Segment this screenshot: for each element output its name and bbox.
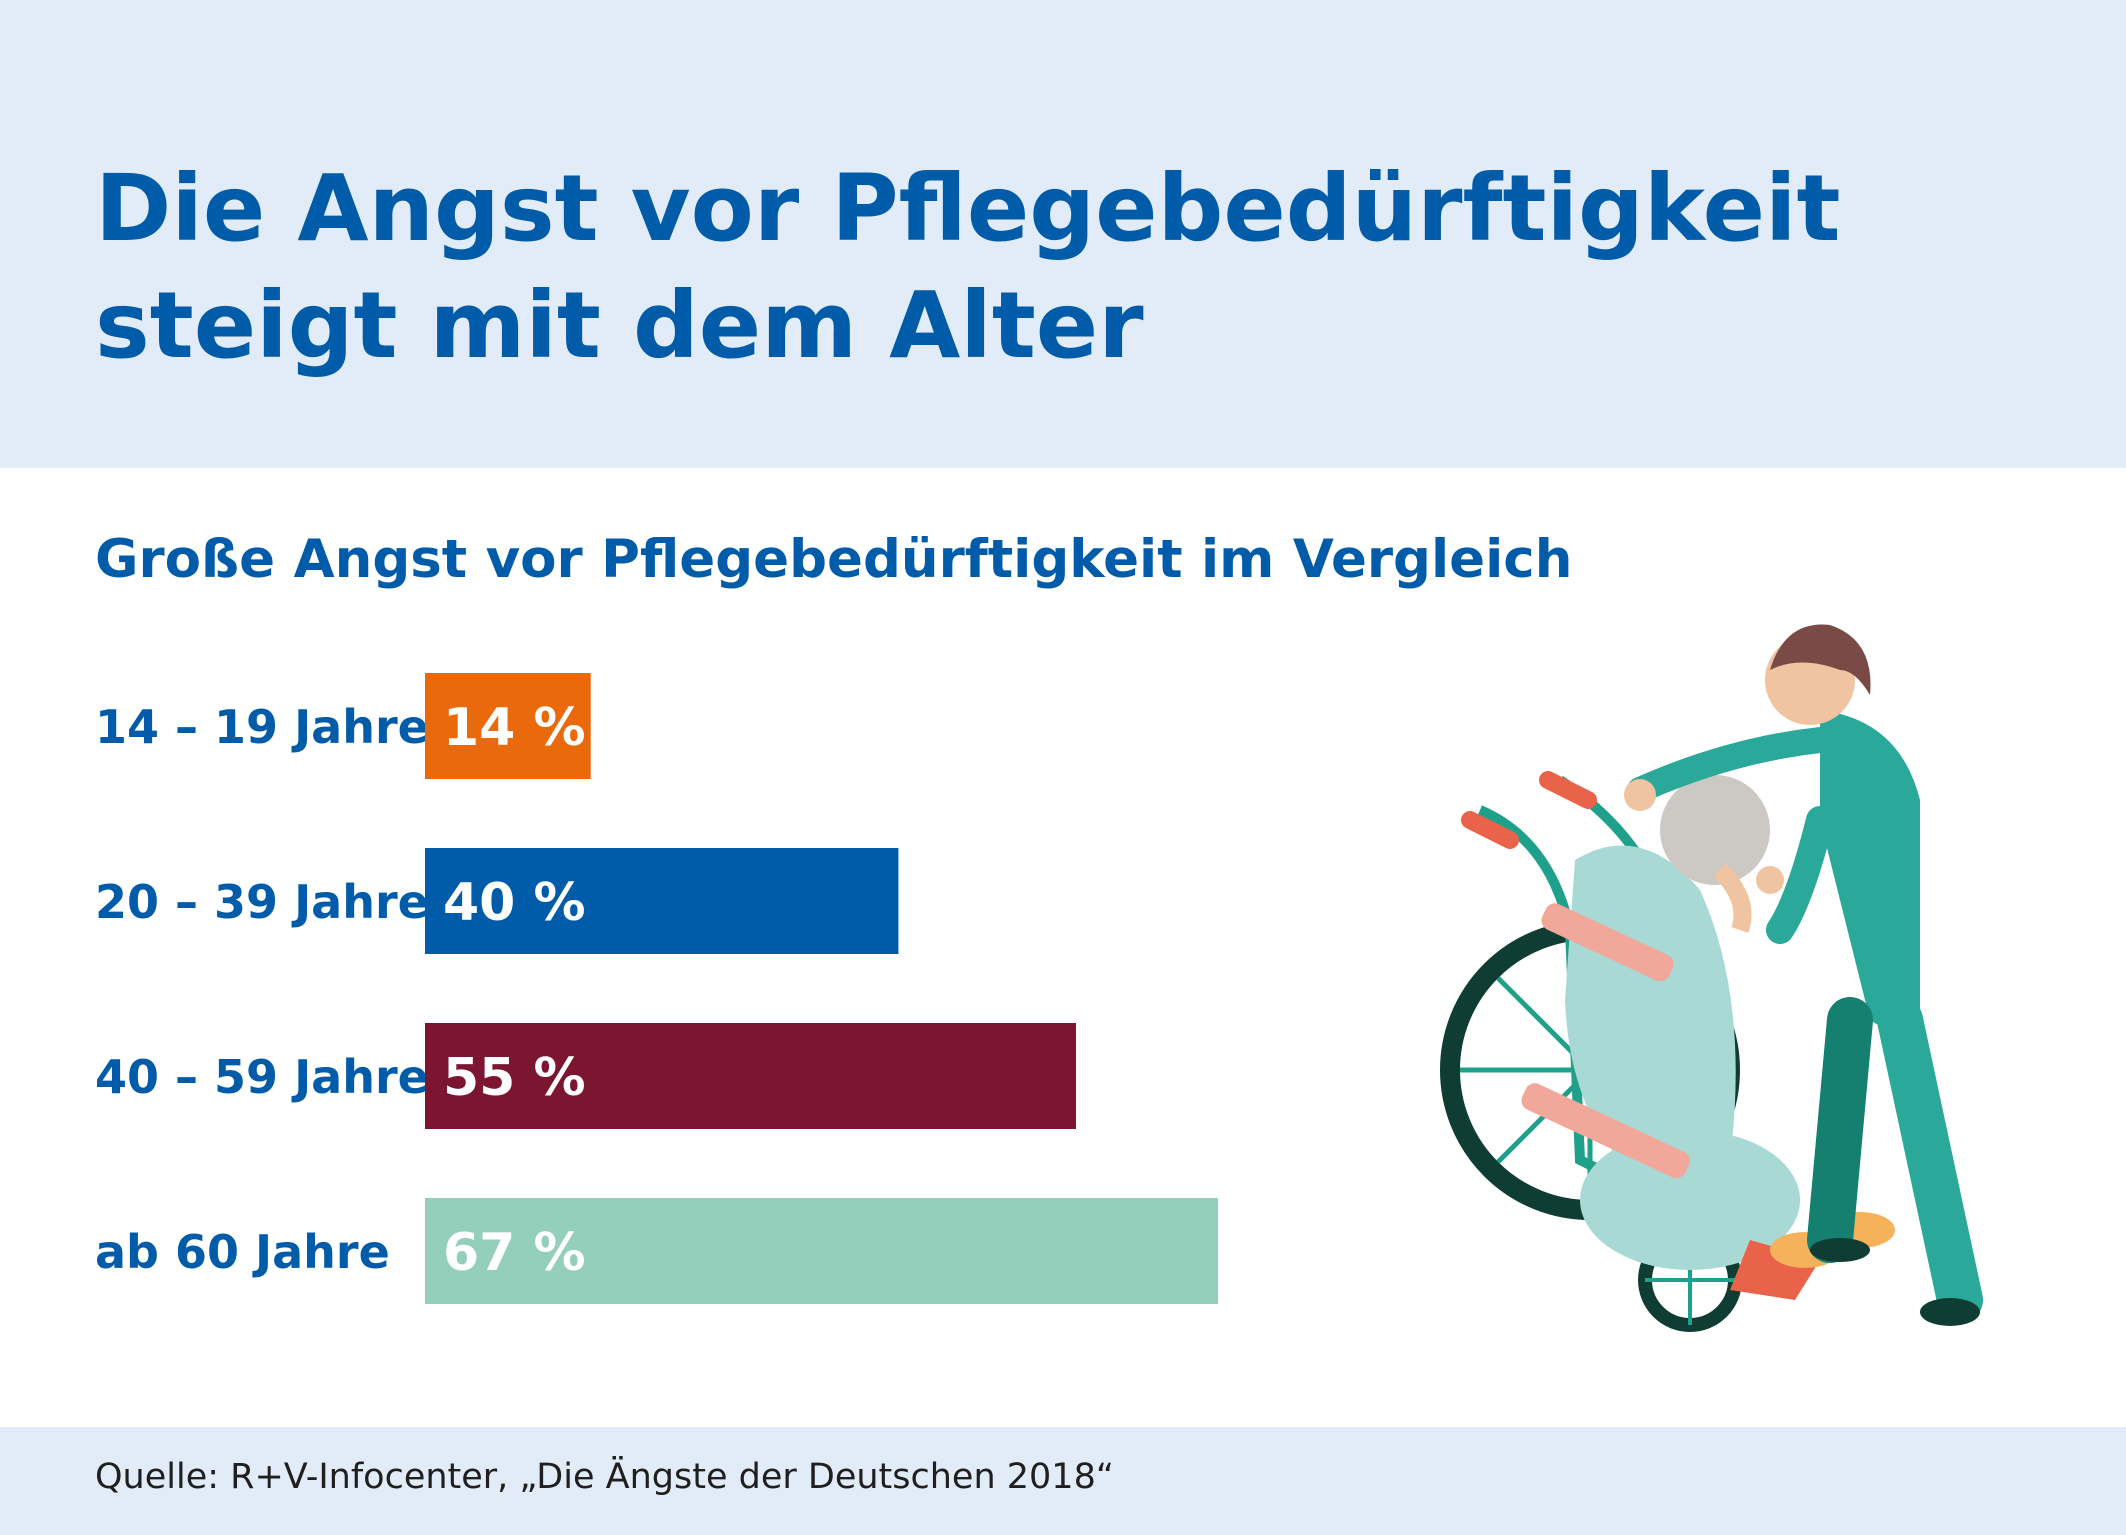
bar-value-label: 40 % — [443, 873, 586, 933]
bar — [425, 848, 899, 954]
chart-title: Große Angst vor Pflegebedürftigkeit im V… — [95, 529, 1573, 590]
bar-value-label: 55 % — [443, 1048, 586, 1108]
bar — [425, 673, 591, 779]
category-label: 40 – 59 Jahre — [95, 1050, 429, 1104]
caregiver-wheelchair-icon — [1440, 624, 1983, 1332]
source-note: Quelle: R+V-Infocenter, „Die Ängste der … — [95, 1457, 1114, 1497]
bar-value-label: 14 % — [443, 698, 586, 758]
bar-value-label: 67 % — [443, 1223, 586, 1283]
category-label: 20 – 39 Jahre — [95, 875, 429, 929]
footer-band: Quelle: R+V-Infocenter, „Die Ängste der … — [0, 1427, 2126, 1535]
bar — [425, 1023, 1076, 1129]
header-band: Die Angst vor Pflegebedürftigkeit steigt… — [0, 0, 2126, 468]
category-label: 14 – 19 Jahre — [95, 700, 429, 754]
page-title: Die Angst vor Pflegebedürftigkeit steigt… — [95, 155, 1841, 379]
bar — [425, 1198, 1218, 1304]
category-label: ab 60 Jahre — [95, 1225, 390, 1279]
